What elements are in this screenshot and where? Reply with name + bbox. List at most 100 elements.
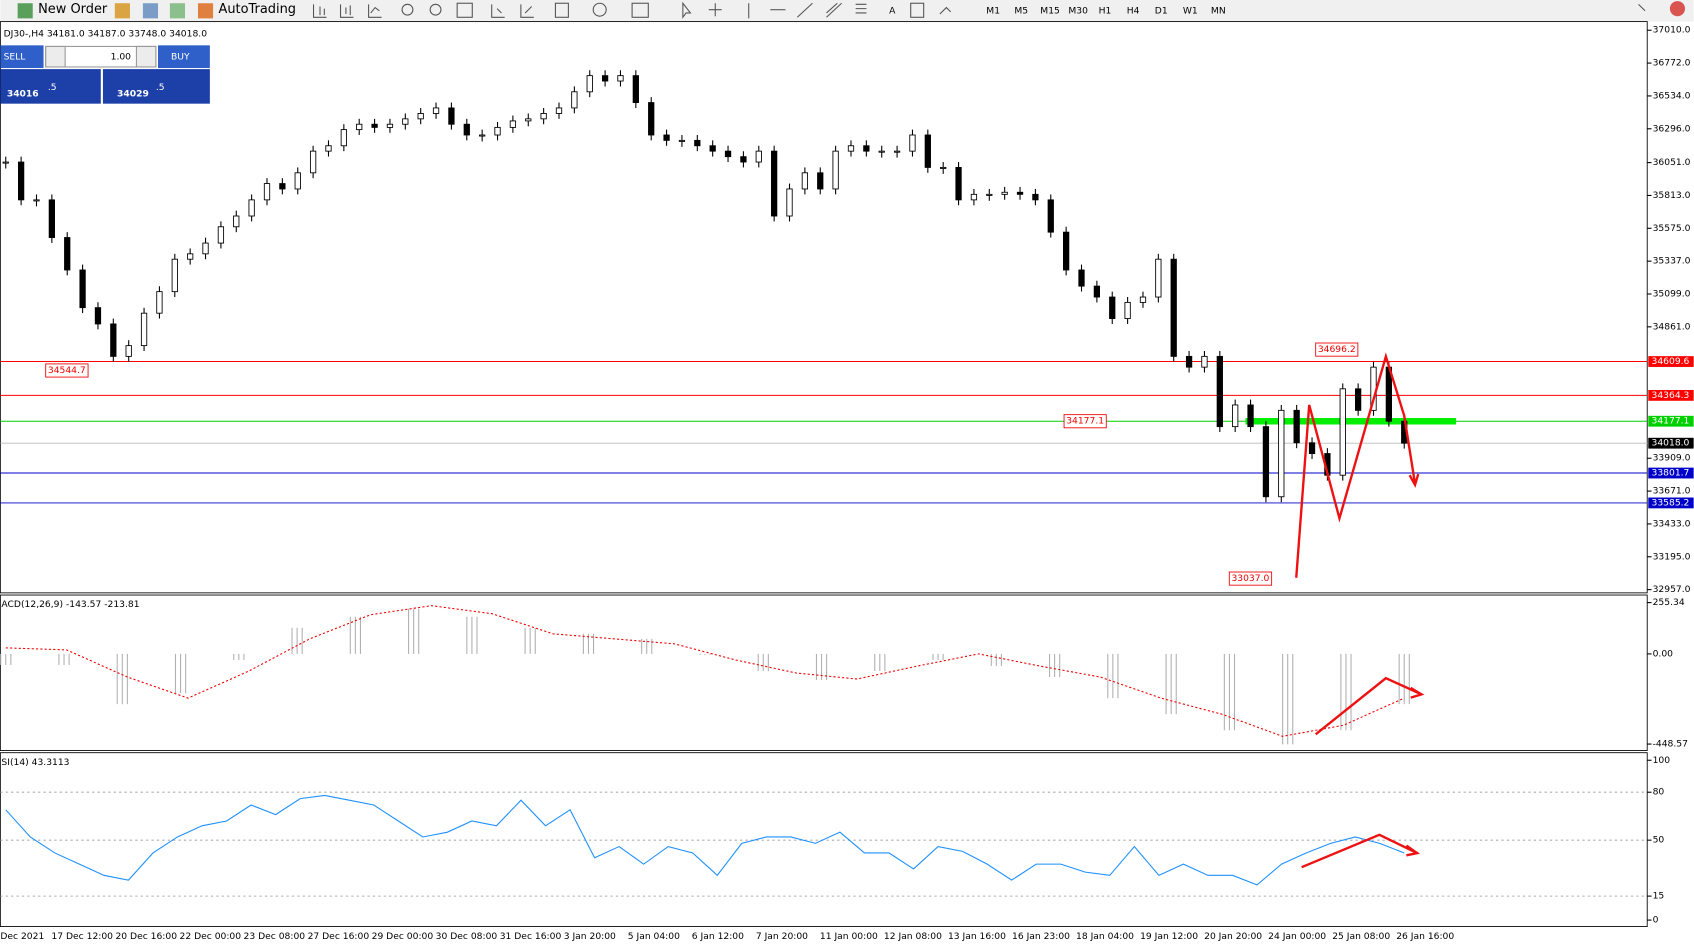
level-label: 33801.7 — [1652, 468, 1690, 479]
text-tool[interactable]: A — [889, 5, 896, 16]
lots-down[interactable] — [45, 45, 66, 68]
y-tick-label: 80 — [1653, 787, 1665, 798]
drawn-arrows — [1295, 352, 1425, 869]
y-tick-label: 36296.0 — [1653, 123, 1691, 134]
candle — [1139, 296, 1147, 303]
candle — [847, 145, 855, 152]
candle — [724, 150, 732, 158]
bid-box[interactable] — [0, 69, 101, 104]
x-tick-label: 17 Dec 12:00 — [51, 931, 113, 942]
candle — [1232, 404, 1239, 428]
candle — [217, 226, 225, 244]
trade-panel: SELL 1.00 BUY 34016 .5 34029 .5 — [0, 45, 210, 104]
y-tick-label: 34861.0 — [1653, 321, 1691, 332]
candle — [525, 118, 532, 122]
y-tick-label: 15 — [1653, 891, 1665, 902]
candle — [1109, 296, 1116, 319]
candle — [309, 150, 317, 174]
tool-icons — [312, 1, 1646, 19]
candle — [1247, 404, 1254, 428]
candle — [1354, 388, 1362, 411]
level-label: 34018.0 — [1652, 438, 1690, 449]
button[interactable]: New Order — [38, 2, 108, 17]
candle — [893, 150, 901, 153]
macd-title: ACD(12,26,9) -143.57 -213.81 — [1, 599, 139, 610]
macd-panel — [0, 594, 1648, 751]
candle — [156, 291, 163, 314]
candle — [1262, 426, 1270, 498]
timeframe[interactable]: H4 — [1127, 5, 1140, 16]
candle — [325, 145, 332, 152]
candle — [263, 183, 271, 201]
lots-value[interactable]: 1.00 — [111, 52, 132, 63]
ask-box[interactable] — [102, 69, 210, 104]
y-tick-label: 100 — [1653, 755, 1671, 766]
annotation-box — [1315, 342, 1359, 357]
y-tick-label: 255.34 — [1653, 597, 1685, 608]
candle — [709, 145, 716, 152]
candle — [1001, 191, 1008, 195]
candle — [279, 183, 286, 190]
timeframe[interactable]: W1 — [1183, 5, 1198, 16]
candle — [140, 312, 148, 347]
sell-button[interactable] — [0, 45, 44, 69]
candle — [432, 107, 440, 114]
y-tick-label: 32957.0 — [1653, 584, 1691, 595]
level-tag — [1648, 415, 1694, 427]
candle — [863, 145, 870, 152]
x-tick-label: 18 Jan 04:00 — [1076, 931, 1134, 942]
timeframe[interactable]: H1 — [1099, 5, 1112, 16]
alert[interactable] — [1669, 1, 1686, 17]
candle — [601, 75, 609, 82]
candle — [340, 129, 347, 147]
timeframe[interactable]: M5 — [1014, 5, 1028, 16]
y-tick-label: 33195.0 — [1653, 551, 1691, 562]
candle — [786, 188, 793, 217]
timeframe[interactable]: M30 — [1068, 5, 1088, 16]
buy-label[interactable]: BUY — [171, 52, 190, 63]
x-tick-label: 27 Dec 16:00 — [308, 931, 370, 942]
y-tick-label: 37010.0 — [1653, 25, 1691, 36]
candle — [586, 75, 593, 93]
y-tick-label: 36772.0 — [1653, 58, 1691, 69]
y-tick-label: 35813.0 — [1653, 190, 1691, 201]
candle — [1155, 258, 1162, 298]
icon — [169, 3, 186, 19]
timeframes: M1 M5 M15 M30 H1 H4 D1 W1 MN — [986, 5, 1225, 16]
rsi-line — [5, 794, 1405, 886]
lots-up[interactable] — [135, 45, 157, 68]
sell-label[interactable]: SELL — [4, 52, 27, 63]
annotation-box — [45, 363, 89, 378]
x-tick-label: Dec 2021 — [0, 931, 44, 942]
icon — [197, 3, 214, 19]
timeframe[interactable]: M15 — [1040, 5, 1060, 16]
candle — [771, 150, 778, 217]
candle — [64, 237, 71, 271]
candle — [94, 307, 102, 325]
timeframe[interactable]: D1 — [1155, 5, 1168, 16]
x-tick-label: 26 Jan 16:00 — [1396, 931, 1454, 942]
candle — [448, 107, 455, 125]
candle — [479, 134, 486, 137]
x-tick-label: 5 Jan 04:00 — [628, 931, 680, 942]
rsi-title: SI(14) 43.3113 — [1, 757, 69, 768]
icon — [114, 3, 130, 19]
candle — [463, 123, 470, 136]
candle — [1216, 355, 1223, 428]
chart-title: DJ30-,H4 34181.0 34187.0 33748.0 34018.0 — [4, 28, 208, 39]
candle — [17, 161, 25, 201]
candle — [970, 193, 978, 201]
timeframe[interactable]: M1 — [986, 5, 1000, 16]
x-tick-label: 6 Jan 12:00 — [692, 931, 744, 942]
button[interactable]: AutoTrading — [218, 2, 296, 17]
candle — [986, 193, 993, 196]
candle — [909, 134, 916, 152]
candle — [1078, 269, 1085, 287]
candle — [694, 139, 701, 147]
timeframe[interactable]: MN — [1211, 5, 1226, 16]
buy-button[interactable] — [158, 45, 210, 69]
price-annotation: 34177.1 — [1066, 416, 1104, 427]
candle — [171, 258, 178, 293]
level-tag — [1648, 497, 1694, 509]
